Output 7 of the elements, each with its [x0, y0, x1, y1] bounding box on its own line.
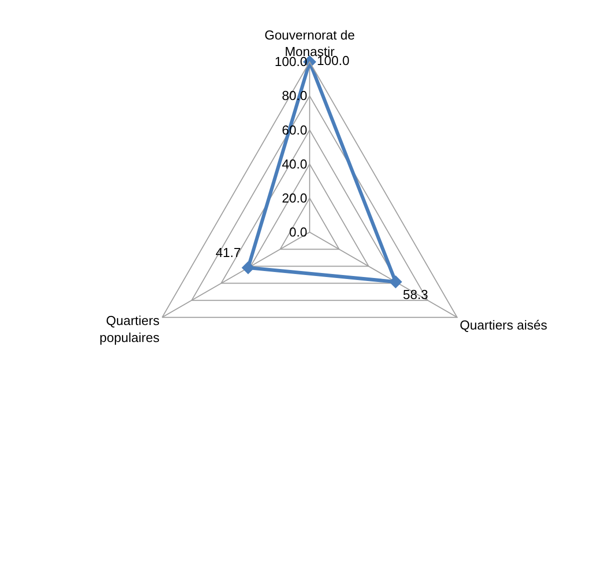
spoke-label: Quartiers populaires: [99, 313, 160, 346]
data-label: 41.7: [216, 245, 241, 260]
y-tick-label: 20.0: [282, 190, 308, 206]
data-label: 58.3: [402, 286, 428, 302]
y-tick-label: 0.0: [289, 224, 308, 240]
spoke-label: Quartiers aisés: [460, 317, 548, 332]
y-tick-label: 40.0: [282, 156, 308, 172]
